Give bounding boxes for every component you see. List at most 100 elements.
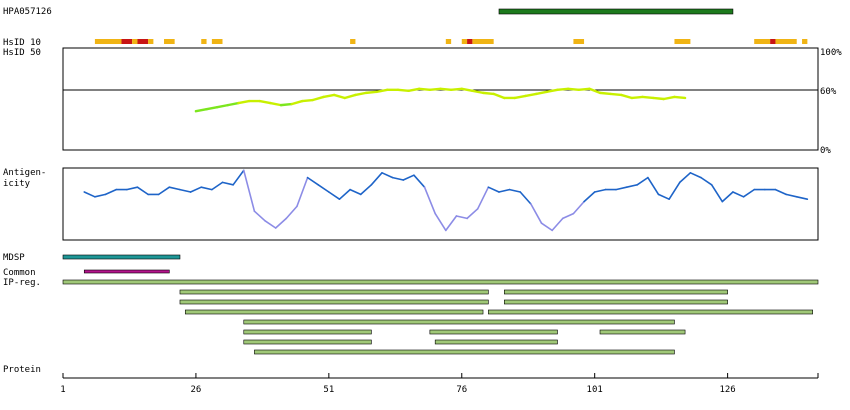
identity-series	[194, 87, 687, 113]
antigenicity-segment-42	[530, 203, 543, 224]
identity-segment-45	[673, 95, 687, 100]
identity-segment-44	[662, 95, 676, 101]
antigenicity-segment-22	[317, 184, 330, 193]
ipreg-bar-1-0	[179, 289, 489, 295]
identity-segment-17	[375, 88, 389, 94]
identity-segment-39	[609, 92, 623, 97]
antigenicity-segment-54	[657, 193, 670, 200]
ipreg-bar-1-1	[504, 289, 728, 295]
antigenicity-label-2: icity	[3, 179, 31, 189]
ipreg-bar-6-0	[243, 339, 372, 345]
antigenicity-segment-65	[774, 188, 787, 196]
antigenicity-panel-frame	[62, 167, 819, 241]
identity-segment-7	[269, 101, 283, 107]
hsid10-segment-7	[211, 39, 223, 44]
antigenicity-segment-27	[370, 172, 383, 186]
identity-tick-100: 100%	[820, 48, 842, 58]
hsid10-segment-9	[445, 39, 452, 44]
antigenicity-segment-8	[168, 186, 181, 191]
hsid10-segment-17	[775, 39, 797, 44]
protein-axis-tick-label-101: 101	[587, 385, 603, 395]
antigenicity-segment-48	[593, 188, 607, 193]
antigenicity-segment-26	[359, 184, 373, 196]
antigenicity-segment-50	[615, 186, 628, 191]
hsid10-segment-16	[770, 39, 776, 44]
antibody-label: HPA057126	[3, 7, 52, 17]
identity-segment-20	[407, 87, 421, 93]
identity-segment-34	[556, 87, 570, 92]
protein-axis-tick-label-126: 126	[719, 385, 735, 395]
antigenicity-segment-1	[94, 193, 107, 198]
hsid10-label: HsID 10	[3, 38, 41, 48]
antigenicity-segment-13	[221, 181, 234, 186]
ipreg-bar-2-0	[179, 299, 489, 305]
antigenicity-segment-38	[487, 186, 500, 193]
antigenicity-segment-10	[189, 186, 203, 193]
antigenicity-segment-32	[423, 186, 436, 215]
antigenicity-segment-20	[296, 176, 309, 208]
hsid10-segment-12	[472, 39, 494, 44]
protein-axis-tick-label-1: 1	[60, 385, 65, 395]
antigenicity-segment-33	[434, 212, 447, 232]
common-bar-0	[83, 269, 170, 274]
antigenicity-segment-56	[678, 172, 692, 184]
identity-segment-11	[311, 95, 325, 102]
antigenicity-segment-60	[721, 191, 734, 203]
identity-segment-13	[332, 93, 346, 100]
identity-segment-24	[449, 87, 463, 92]
antigenicity-segment-55	[668, 181, 681, 200]
antigenicity-segment-43	[540, 222, 553, 232]
ipreg-label: IP-reg.	[3, 278, 41, 288]
antigenicity-segment-58	[700, 176, 713, 186]
antigenicity-segment-19	[285, 205, 298, 220]
hsid10-segment-13	[573, 39, 585, 44]
antigenicity-segment-39	[498, 188, 511, 193]
antigenicity-segment-21	[306, 176, 320, 186]
identity-segment-0	[194, 107, 208, 113]
antigenicity-segment-51	[625, 184, 639, 188]
antigenicity-segment-30	[402, 174, 415, 181]
hsid10-segment-2	[132, 39, 138, 44]
ipreg-bar-5-0	[243, 329, 372, 335]
ipreg-bar-4-0	[243, 319, 675, 325]
identity-segment-15	[354, 91, 368, 97]
identity-segment-26	[471, 89, 485, 95]
common-label: Common	[3, 268, 36, 278]
identity-panel-frame	[62, 47, 819, 151]
hsid10-segment-8	[350, 39, 356, 44]
antigenicity-segment-24	[338, 188, 351, 200]
antigenicity-segment-52	[636, 176, 649, 186]
ipreg-bar-2-1	[504, 299, 728, 305]
identity-segment-14	[343, 93, 357, 100]
antigenicity-segment-66	[785, 193, 798, 198]
antigenicity-segment-53	[647, 176, 660, 196]
antigenicity-segment-41	[519, 191, 532, 205]
antigenicity-segment-34	[445, 215, 458, 232]
identity-segment-28	[492, 92, 506, 100]
identity-segment-4	[237, 99, 251, 105]
antigenicity-segment-59	[710, 184, 724, 203]
protein-label: Protein	[3, 365, 41, 375]
hsid10-segment-0	[94, 39, 122, 44]
identity-segment-16	[364, 90, 378, 95]
hsid10-segment-4	[148, 39, 154, 44]
identity-segment-41	[630, 95, 644, 100]
antigenicity-segment-37	[476, 186, 490, 210]
antigenicity-segment-47	[583, 191, 596, 203]
identity-segment-30	[513, 94, 527, 100]
antigenicity-segment-36	[466, 208, 479, 220]
hsid10-track	[94, 39, 808, 44]
antigenicity-segment-28	[381, 172, 394, 179]
antigenicity-segment-29	[391, 176, 405, 181]
protein-axis-tick-label-51: 51	[323, 385, 334, 395]
identity-segment-27	[481, 91, 495, 96]
ipreg-bar-3-0	[184, 309, 484, 315]
identity-segment-10	[301, 98, 315, 103]
ipreg-bar-5-1	[429, 329, 558, 335]
identity-segment-19	[396, 88, 410, 93]
antigenicity-segment-4	[126, 186, 139, 191]
hsid10-segment-6	[201, 39, 207, 44]
antigenicity-segment-9	[179, 188, 192, 193]
identity-segment-43	[651, 96, 666, 101]
